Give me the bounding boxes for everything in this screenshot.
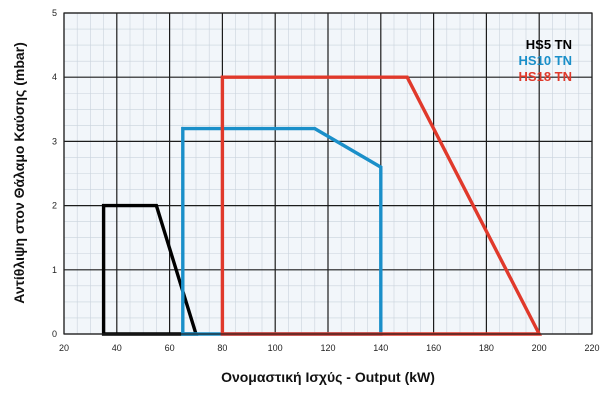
x-tick-label: 160 <box>426 343 441 353</box>
x-tick-label: 20 <box>59 343 69 353</box>
x-tick-label: 140 <box>373 343 388 353</box>
y-tick-label: 5 <box>52 8 57 18</box>
x-tick-label: 180 <box>479 343 494 353</box>
y-tick-label: 2 <box>52 201 57 211</box>
y-tick-label: 0 <box>52 329 57 339</box>
x-tick-label: 80 <box>217 343 227 353</box>
x-tick-label: 120 <box>320 343 335 353</box>
legend-entry: HS18 TN <box>519 69 572 84</box>
x-tick-label: 60 <box>165 343 175 353</box>
x-tick-label: 100 <box>268 343 283 353</box>
y-axis-ticks: 0 1 2 3 4 5 <box>52 8 57 339</box>
legend-entry: HS5 TN <box>526 37 572 52</box>
x-axis-title: Ονομαστική Ισχύς - Output (kW) <box>221 369 435 385</box>
x-tick-label: 200 <box>532 343 547 353</box>
y-tick-label: 1 <box>52 265 57 275</box>
y-tick-label: 4 <box>52 72 57 82</box>
y-tick-label: 3 <box>52 136 57 146</box>
x-axis-ticks: 20 40 60 80 100 120 140 160 180 200 220 <box>59 343 600 353</box>
y-axis-title: Αντίθλιψη στον Θάλαμο Καύσης (mbar) <box>11 42 27 304</box>
x-tick-label: 220 <box>584 343 599 353</box>
plot-frame <box>63 12 593 335</box>
legend-entry: HS10 TN <box>519 53 572 68</box>
x-tick-label: 40 <box>112 343 122 353</box>
